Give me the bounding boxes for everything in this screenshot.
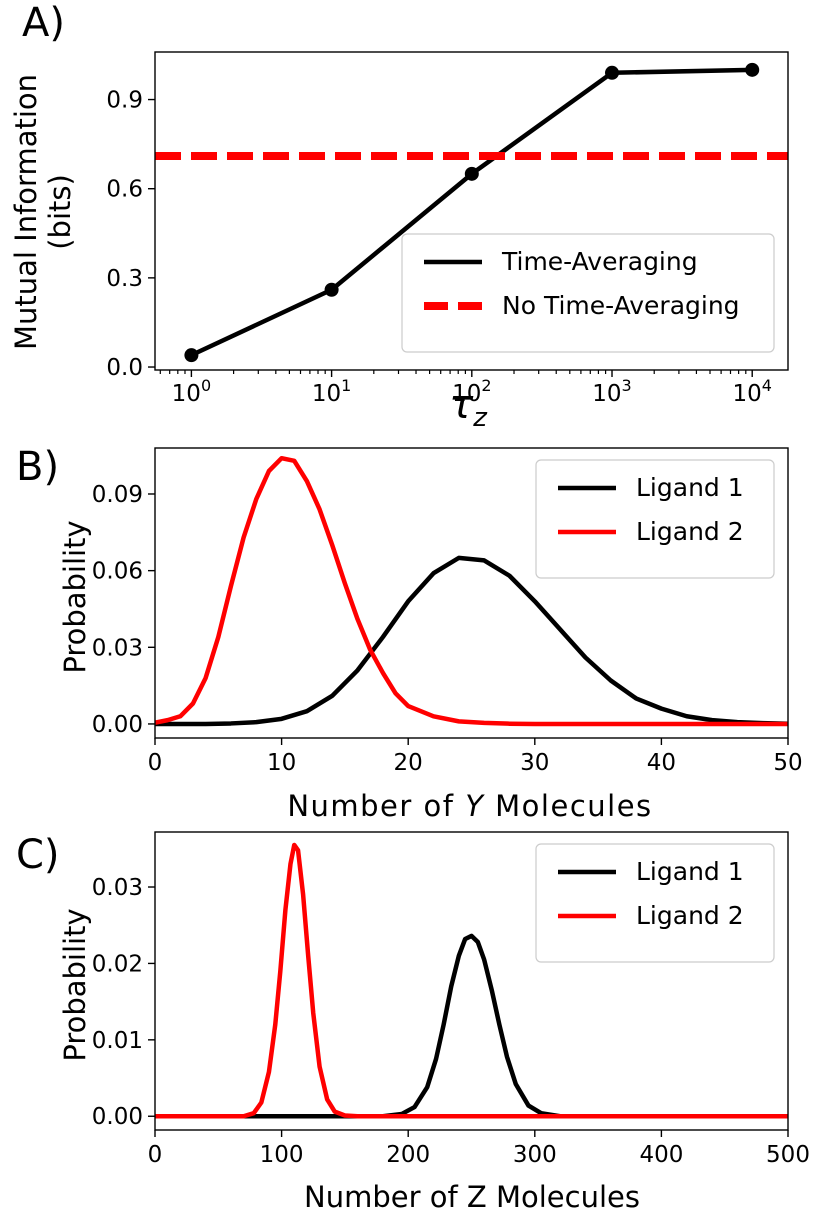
y-tick-label: 0.03 xyxy=(92,635,143,661)
y-tick-label: 0.0 xyxy=(106,355,143,381)
legend-label: No Time-Averaging xyxy=(502,291,740,320)
legend-label: Ligand 2 xyxy=(636,901,744,930)
plot-area xyxy=(155,842,788,1119)
series-line-0 xyxy=(155,933,788,1119)
legend-box xyxy=(401,233,775,353)
y-axis-label: Probability xyxy=(58,908,92,1061)
x-axis-label: τz xyxy=(449,382,488,433)
y-tick-label: 0.9 xyxy=(106,88,143,114)
x-tick-label: 0 xyxy=(148,1142,163,1168)
x-tick-label: 400 xyxy=(639,1142,683,1168)
series-line-1 xyxy=(155,842,788,1119)
y-tick-label: 0.03 xyxy=(92,875,143,901)
x-tick-label: 40 xyxy=(647,750,676,776)
data-point xyxy=(745,62,760,77)
legend: Time-Averaging No Time-Averaging xyxy=(401,233,775,353)
x-tick-label: 0 xyxy=(148,750,163,776)
y-tick-label: 0.02 xyxy=(92,951,143,977)
y-tick-label: 0.01 xyxy=(92,1028,143,1054)
x-axis-label: Number of Y Molecules xyxy=(287,789,652,823)
series-line-1 xyxy=(155,455,788,727)
series-line-0 xyxy=(155,555,788,727)
data-point xyxy=(605,65,620,80)
x-tick-label: 10 xyxy=(267,750,296,776)
panel-c: C) 0 100 200 300 400 500 0.00 0.01 0.02 0.03 Number… xyxy=(16,831,810,1214)
axes-frame xyxy=(154,447,789,739)
legend-label: Ligand 1 xyxy=(636,857,744,886)
panel-label-b: B) xyxy=(16,444,59,490)
y-tick-label: 0.09 xyxy=(92,482,143,508)
y-axis-label: Probability xyxy=(58,520,92,673)
x-tick-label: 200 xyxy=(386,1142,430,1168)
legend: Ligand 1 Ligand 2 xyxy=(535,843,775,963)
data-point xyxy=(324,282,339,297)
plot-area xyxy=(155,455,788,727)
x-tick-label: 20 xyxy=(394,750,423,776)
axes-frame xyxy=(154,831,789,1131)
y-tick-label: 0.00 xyxy=(92,712,143,738)
panel-b: B) 0 10 20 30 40 50 0.00 0.03 0.06 0.09 Number of Y… xyxy=(16,444,803,823)
legend-label: Time-Averaging xyxy=(501,247,698,276)
panel-label-c: C) xyxy=(16,832,60,878)
x-tick-label: 300 xyxy=(513,1142,557,1168)
x-tick-label: 100 xyxy=(260,1142,304,1168)
x-tick-label: 100 xyxy=(172,376,211,407)
panel-a: A) 100 101 102 103 104 0.0 0.3 0.6 0.9 τz Mutual In… xyxy=(9,0,789,433)
panel-label-a: A) xyxy=(22,0,65,46)
data-point xyxy=(184,348,199,363)
x-tick-label: 104 xyxy=(732,376,771,407)
y-axis-label: Mutual Information(bits) xyxy=(9,74,77,350)
x-axis-label: Number of Z Molecules xyxy=(304,1180,640,1214)
axes-frame xyxy=(154,51,789,371)
x-tick-label: 103 xyxy=(592,376,631,407)
x-tick-label: 50 xyxy=(773,750,802,776)
x-tick-label: 500 xyxy=(766,1142,810,1168)
legend-label: Ligand 2 xyxy=(636,517,744,546)
x-tick-label: 101 xyxy=(312,376,351,407)
x-tick-label: 102 xyxy=(452,376,491,407)
legend-label: Ligand 1 xyxy=(636,473,744,502)
data-point xyxy=(464,166,479,181)
y-tick-label: 0.3 xyxy=(106,266,143,292)
y-tick-label: 0.00 xyxy=(92,1104,143,1130)
x-tick-label: 30 xyxy=(520,750,549,776)
y-tick-label: 0.06 xyxy=(92,559,143,585)
y-tick-label: 0.6 xyxy=(106,177,143,203)
legend: Ligand 1 Ligand 2 xyxy=(535,459,775,579)
